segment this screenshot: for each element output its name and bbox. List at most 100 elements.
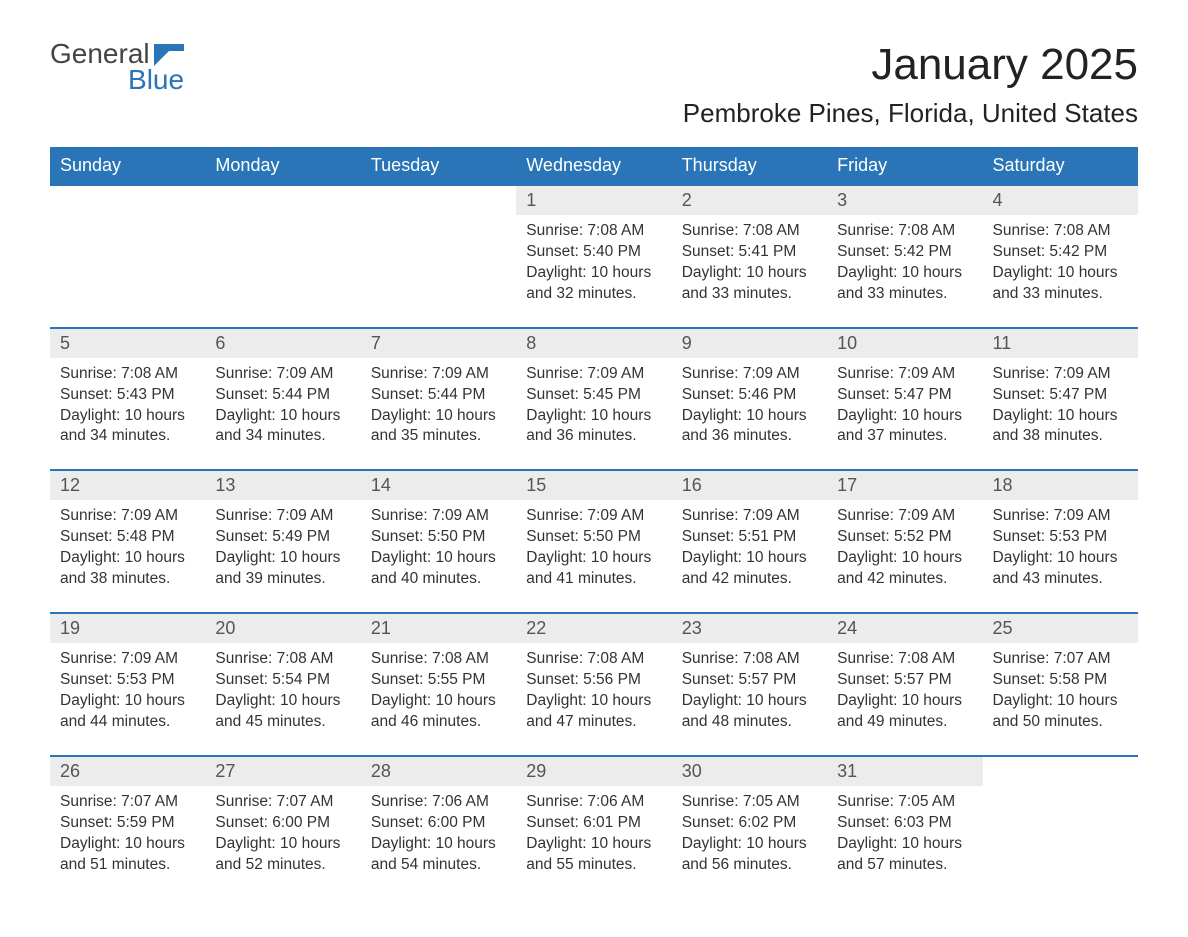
- day-data-cell: Sunrise: 7:09 AMSunset: 5:47 PMDaylight:…: [827, 358, 982, 471]
- sunset-text: Sunset: 5:46 PM: [682, 385, 817, 406]
- sunrise-text: Sunrise: 7:08 AM: [215, 649, 350, 670]
- sunset-text: Sunset: 5:56 PM: [526, 670, 661, 691]
- day-data-cell: Sunrise: 7:07 AMSunset: 5:58 PMDaylight:…: [983, 643, 1138, 756]
- day-data-cell: [50, 215, 205, 328]
- day-data-cell: Sunrise: 7:09 AMSunset: 5:48 PMDaylight:…: [50, 500, 205, 613]
- sunset-text: Sunset: 5:52 PM: [837, 527, 972, 548]
- sunrise-text: Sunrise: 7:09 AM: [993, 364, 1128, 385]
- sunrise-text: Sunrise: 7:06 AM: [526, 792, 661, 813]
- day-data-cell: Sunrise: 7:09 AMSunset: 5:49 PMDaylight:…: [205, 500, 360, 613]
- daylight-text: Daylight: 10 hours and 42 minutes.: [837, 548, 972, 590]
- sunset-text: Sunset: 5:54 PM: [215, 670, 350, 691]
- daynum-row: 19202122232425: [50, 613, 1138, 643]
- day-data-cell: Sunrise: 7:08 AMSunset: 5:57 PMDaylight:…: [827, 643, 982, 756]
- month-title: January 2025: [683, 40, 1138, 90]
- title-block: January 2025 Pembroke Pines, Florida, Un…: [683, 40, 1138, 147]
- data-row: Sunrise: 7:08 AMSunset: 5:40 PMDaylight:…: [50, 215, 1138, 328]
- daylight-text: Daylight: 10 hours and 45 minutes.: [215, 691, 350, 733]
- logo: General Blue: [50, 40, 184, 94]
- day-number-cell: 6: [205, 328, 360, 358]
- day-data-cell: Sunrise: 7:07 AMSunset: 5:59 PMDaylight:…: [50, 786, 205, 898]
- day-data-cell: Sunrise: 7:07 AMSunset: 6:00 PMDaylight:…: [205, 786, 360, 898]
- day-number-cell: 10: [827, 328, 982, 358]
- logo-text: General Blue: [50, 40, 184, 94]
- header: General Blue January 2025 Pembroke Pines…: [50, 40, 1138, 147]
- daylight-text: Daylight: 10 hours and 55 minutes.: [526, 834, 661, 876]
- sunrise-text: Sunrise: 7:09 AM: [215, 506, 350, 527]
- day-data-cell: Sunrise: 7:09 AMSunset: 5:45 PMDaylight:…: [516, 358, 671, 471]
- daynum-row: 1234: [50, 185, 1138, 215]
- day-number-cell: 7: [361, 328, 516, 358]
- sunset-text: Sunset: 5:50 PM: [371, 527, 506, 548]
- location: Pembroke Pines, Florida, United States: [683, 98, 1138, 129]
- sunset-text: Sunset: 5:40 PM: [526, 242, 661, 263]
- day-number-cell: 18: [983, 470, 1138, 500]
- day-number-cell: 9: [672, 328, 827, 358]
- sunset-text: Sunset: 5:42 PM: [993, 242, 1128, 263]
- day-number-cell: 2: [672, 185, 827, 215]
- sunset-text: Sunset: 6:00 PM: [371, 813, 506, 834]
- day-number-cell: 26: [50, 756, 205, 786]
- daylight-text: Daylight: 10 hours and 44 minutes.: [60, 691, 195, 733]
- sunrise-text: Sunrise: 7:07 AM: [60, 792, 195, 813]
- daylight-text: Daylight: 10 hours and 38 minutes.: [993, 406, 1128, 448]
- sunrise-text: Sunrise: 7:09 AM: [682, 364, 817, 385]
- day-number-cell: 28: [361, 756, 516, 786]
- day-number-cell: 25: [983, 613, 1138, 643]
- daylight-text: Daylight: 10 hours and 37 minutes.: [837, 406, 972, 448]
- daylight-text: Daylight: 10 hours and 43 minutes.: [993, 548, 1128, 590]
- day-data-cell: Sunrise: 7:08 AMSunset: 5:42 PMDaylight:…: [827, 215, 982, 328]
- daylight-text: Daylight: 10 hours and 39 minutes.: [215, 548, 350, 590]
- daynum-row: 262728293031: [50, 756, 1138, 786]
- day-number-cell: 8: [516, 328, 671, 358]
- daylight-text: Daylight: 10 hours and 38 minutes.: [60, 548, 195, 590]
- sunset-text: Sunset: 5:57 PM: [837, 670, 972, 691]
- day-header: Tuesday: [361, 147, 516, 185]
- day-number-cell: 21: [361, 613, 516, 643]
- day-number-cell: 24: [827, 613, 982, 643]
- day-number-cell: 1: [516, 185, 671, 215]
- day-number-cell: 19: [50, 613, 205, 643]
- sunrise-text: Sunrise: 7:09 AM: [526, 364, 661, 385]
- day-header-row: SundayMondayTuesdayWednesdayThursdayFrid…: [50, 147, 1138, 185]
- day-data-cell: Sunrise: 7:09 AMSunset: 5:52 PMDaylight:…: [827, 500, 982, 613]
- day-number-cell: [361, 185, 516, 215]
- daylight-text: Daylight: 10 hours and 33 minutes.: [682, 263, 817, 305]
- day-number-cell: [205, 185, 360, 215]
- daylight-text: Daylight: 10 hours and 36 minutes.: [682, 406, 817, 448]
- day-data-cell: Sunrise: 7:09 AMSunset: 5:47 PMDaylight:…: [983, 358, 1138, 471]
- data-row: Sunrise: 7:09 AMSunset: 5:48 PMDaylight:…: [50, 500, 1138, 613]
- daylight-text: Daylight: 10 hours and 35 minutes.: [371, 406, 506, 448]
- sunrise-text: Sunrise: 7:07 AM: [993, 649, 1128, 670]
- daynum-row: 567891011: [50, 328, 1138, 358]
- sunrise-text: Sunrise: 7:09 AM: [215, 364, 350, 385]
- sunrise-text: Sunrise: 7:05 AM: [837, 792, 972, 813]
- data-row: Sunrise: 7:07 AMSunset: 5:59 PMDaylight:…: [50, 786, 1138, 898]
- sunrise-text: Sunrise: 7:08 AM: [682, 649, 817, 670]
- sunset-text: Sunset: 5:55 PM: [371, 670, 506, 691]
- daylight-text: Daylight: 10 hours and 54 minutes.: [371, 834, 506, 876]
- daylight-text: Daylight: 10 hours and 51 minutes.: [60, 834, 195, 876]
- sunrise-text: Sunrise: 7:08 AM: [526, 649, 661, 670]
- sunset-text: Sunset: 6:01 PM: [526, 813, 661, 834]
- sunset-text: Sunset: 5:47 PM: [837, 385, 972, 406]
- sunset-text: Sunset: 5:42 PM: [837, 242, 972, 263]
- day-number-cell: 5: [50, 328, 205, 358]
- day-number-cell: 11: [983, 328, 1138, 358]
- sunset-text: Sunset: 5:53 PM: [60, 670, 195, 691]
- day-header: Sunday: [50, 147, 205, 185]
- data-row: Sunrise: 7:08 AMSunset: 5:43 PMDaylight:…: [50, 358, 1138, 471]
- day-number-cell: [983, 756, 1138, 786]
- sunrise-text: Sunrise: 7:09 AM: [993, 506, 1128, 527]
- daylight-text: Daylight: 10 hours and 32 minutes.: [526, 263, 661, 305]
- daylight-text: Daylight: 10 hours and 50 minutes.: [993, 691, 1128, 733]
- day-data-cell: Sunrise: 7:09 AMSunset: 5:53 PMDaylight:…: [50, 643, 205, 756]
- calendar-table: SundayMondayTuesdayWednesdayThursdayFrid…: [50, 147, 1138, 897]
- day-data-cell: Sunrise: 7:08 AMSunset: 5:56 PMDaylight:…: [516, 643, 671, 756]
- sunrise-text: Sunrise: 7:07 AM: [215, 792, 350, 813]
- sunset-text: Sunset: 6:02 PM: [682, 813, 817, 834]
- day-data-cell: Sunrise: 7:08 AMSunset: 5:57 PMDaylight:…: [672, 643, 827, 756]
- day-data-cell: Sunrise: 7:08 AMSunset: 5:41 PMDaylight:…: [672, 215, 827, 328]
- sunset-text: Sunset: 6:00 PM: [215, 813, 350, 834]
- sunset-text: Sunset: 5:43 PM: [60, 385, 195, 406]
